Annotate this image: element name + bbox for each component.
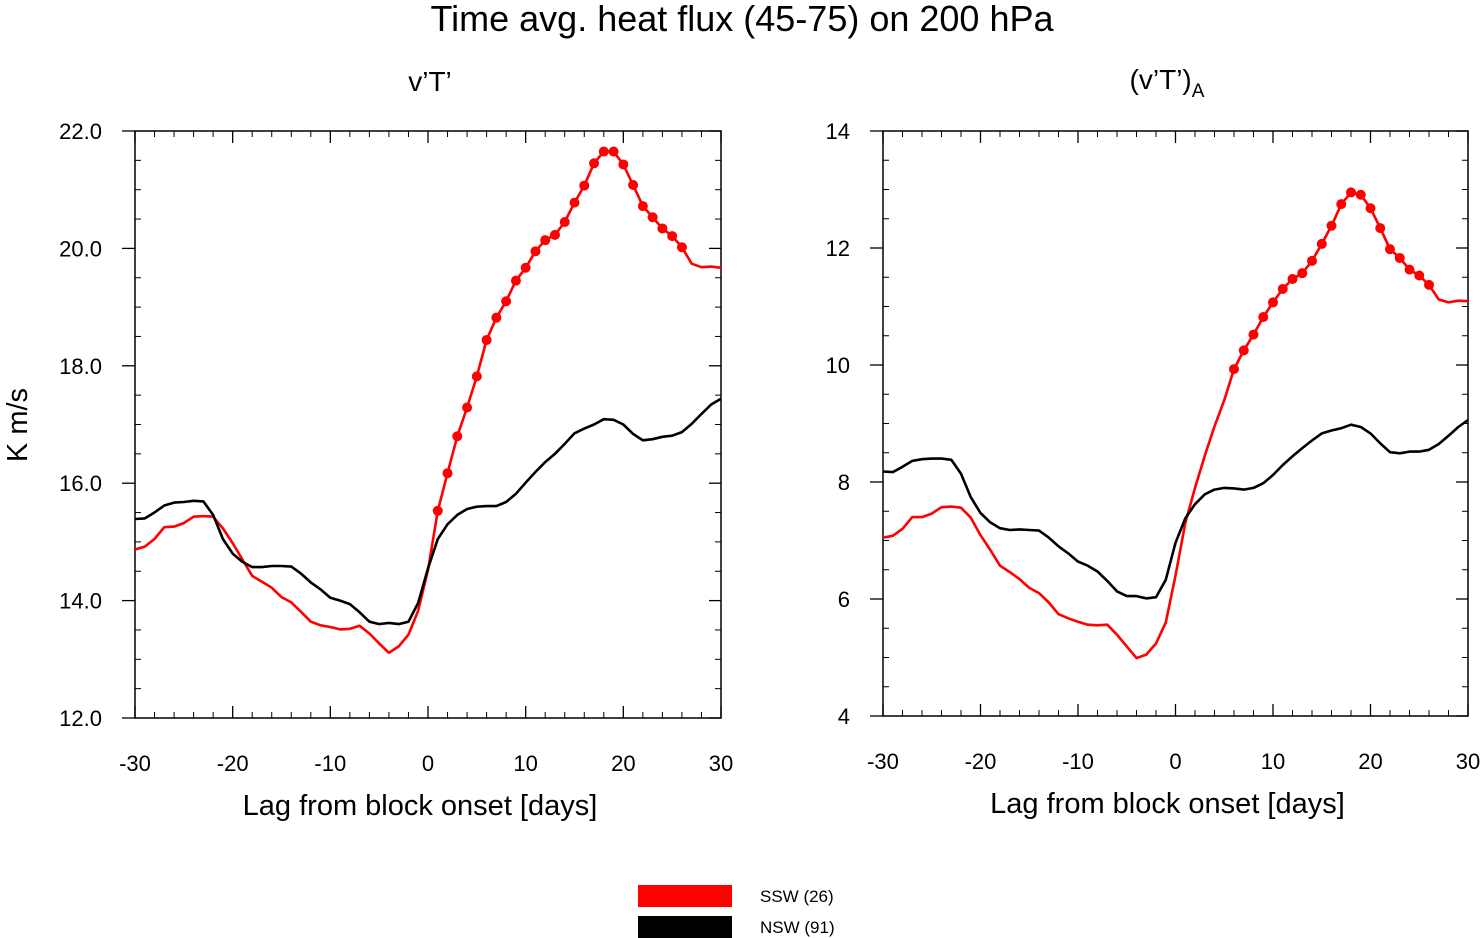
data-point-ssw xyxy=(647,212,658,223)
data-point-ssw xyxy=(1238,345,1249,356)
data-point-ssw xyxy=(520,262,531,273)
x-tick-label: -10 xyxy=(1062,749,1094,774)
x-tick-label: 10 xyxy=(1261,749,1285,774)
legend-swatch-ssw xyxy=(638,885,732,907)
data-point-ssw xyxy=(589,158,600,169)
x-tick-label: 10 xyxy=(513,751,537,776)
y-tick-label: 16.0 xyxy=(59,471,102,496)
data-point-ssw xyxy=(1424,279,1434,290)
data-point-ssw xyxy=(1307,255,1317,266)
x-axis-label: Lag from block onset [days] xyxy=(243,790,598,822)
data-point-ssw xyxy=(549,229,560,240)
data-point-ssw xyxy=(481,334,492,345)
y-tick-label: 14 xyxy=(826,119,850,144)
data-point-ssw xyxy=(442,468,453,479)
data-point-ssw xyxy=(618,159,629,170)
panel-title: (v’T’)A xyxy=(1130,64,1205,102)
series-line-ssw xyxy=(134,150,722,655)
legend-swatch-nsw xyxy=(638,916,732,938)
legend-label-ssw: SSW (26) xyxy=(760,887,834,906)
x-tick-label: -20 xyxy=(965,749,997,774)
data-point-ssw xyxy=(569,197,580,208)
data-point-ssw xyxy=(1336,199,1347,210)
x-tick-label: 30 xyxy=(1456,749,1480,774)
data-point-ssw xyxy=(657,223,668,234)
series-line-ssw xyxy=(882,191,1469,660)
legend-label-nsw: NSW (91) xyxy=(760,918,835,937)
data-point-ssw xyxy=(1346,187,1356,198)
data-point-ssw xyxy=(452,431,463,442)
data-point-ssw xyxy=(1287,274,1298,285)
data-point-ssw xyxy=(1394,252,1405,263)
data-point-ssw xyxy=(501,296,512,307)
y-tick-label: 14.0 xyxy=(59,589,102,614)
data-point-ssw xyxy=(432,505,443,516)
series-line-nsw xyxy=(882,418,1469,600)
data-point-ssw xyxy=(540,235,551,246)
data-point-ssw xyxy=(579,180,590,191)
data-point-ssw xyxy=(1268,297,1278,308)
data-point-ssw xyxy=(1248,329,1259,340)
data-point-ssw xyxy=(608,146,619,157)
x-tick-label: 0 xyxy=(1169,749,1181,774)
x-axis-label: Lag from block onset [days] xyxy=(990,788,1345,820)
panel-title: v’T’ xyxy=(408,66,452,97)
y-tick-label: 20.0 xyxy=(59,236,102,261)
data-point-ssw xyxy=(1355,189,1366,200)
data-point-ssw xyxy=(1365,203,1376,214)
data-point-ssw xyxy=(1385,244,1395,255)
data-point-ssw xyxy=(628,180,639,191)
panel-vT: -30 -20 -10 0 10 20 30 12.0 14.0 16.0 18.0 20.0 22.0… xyxy=(59,66,733,822)
y-tick-label: 8 xyxy=(838,470,850,495)
data-point-ssw xyxy=(462,402,473,413)
data-point-ssw xyxy=(559,216,570,227)
data-point-ssw xyxy=(1404,264,1415,275)
legend: SSW (26) NSW (91) xyxy=(638,885,835,938)
data-point-ssw xyxy=(1297,268,1308,279)
data-point-ssw xyxy=(667,231,678,242)
x-tick-label: 20 xyxy=(1358,749,1382,774)
x-tick-label: -10 xyxy=(314,751,346,776)
y-tick-label: 18.0 xyxy=(59,354,102,379)
data-point-ssw xyxy=(1326,220,1337,231)
x-tick-label: 30 xyxy=(709,751,733,776)
data-point-ssw xyxy=(1258,312,1269,323)
y-axis-label: K m/s xyxy=(2,388,34,462)
data-point-ssw xyxy=(1316,238,1327,249)
data-point-ssw xyxy=(598,146,609,157)
y-tick-label: 4 xyxy=(838,704,850,729)
panel-vT-anomaly: -30 -20 -10 0 10 20 30 4 6 8 10 12 14 (v’T’)A Lag from… xyxy=(826,64,1481,820)
data-point-ssw xyxy=(471,371,482,382)
series-line-nsw xyxy=(134,397,722,626)
data-point-ssw xyxy=(1229,364,1239,375)
y-tick-label: 12.0 xyxy=(59,706,102,731)
data-point-ssw xyxy=(1375,223,1386,234)
data-point-ssw xyxy=(491,312,502,323)
data-point-ssw xyxy=(676,242,687,253)
y-tick-label: 10 xyxy=(826,353,850,378)
x-tick-label: 0 xyxy=(422,751,434,776)
data-point-ssw xyxy=(1277,283,1288,294)
data-point-ssw xyxy=(510,275,521,286)
data-point-ssw xyxy=(1414,270,1425,281)
data-point-ssw xyxy=(637,201,648,212)
y-tick-label: 6 xyxy=(838,587,850,612)
x-tick-label: -30 xyxy=(119,751,151,776)
plot-frame xyxy=(882,130,1469,717)
y-tick-label: 12 xyxy=(826,236,850,261)
x-tick-label: 20 xyxy=(611,751,635,776)
x-tick-label: -20 xyxy=(217,751,249,776)
plot-frame xyxy=(134,130,722,719)
figure-title: Time avg. heat flux (45-75) on 200 hPa xyxy=(430,0,1054,39)
y-tick-label: 22.0 xyxy=(59,119,102,144)
x-tick-label: -30 xyxy=(867,749,899,774)
data-point-ssw xyxy=(530,246,541,257)
